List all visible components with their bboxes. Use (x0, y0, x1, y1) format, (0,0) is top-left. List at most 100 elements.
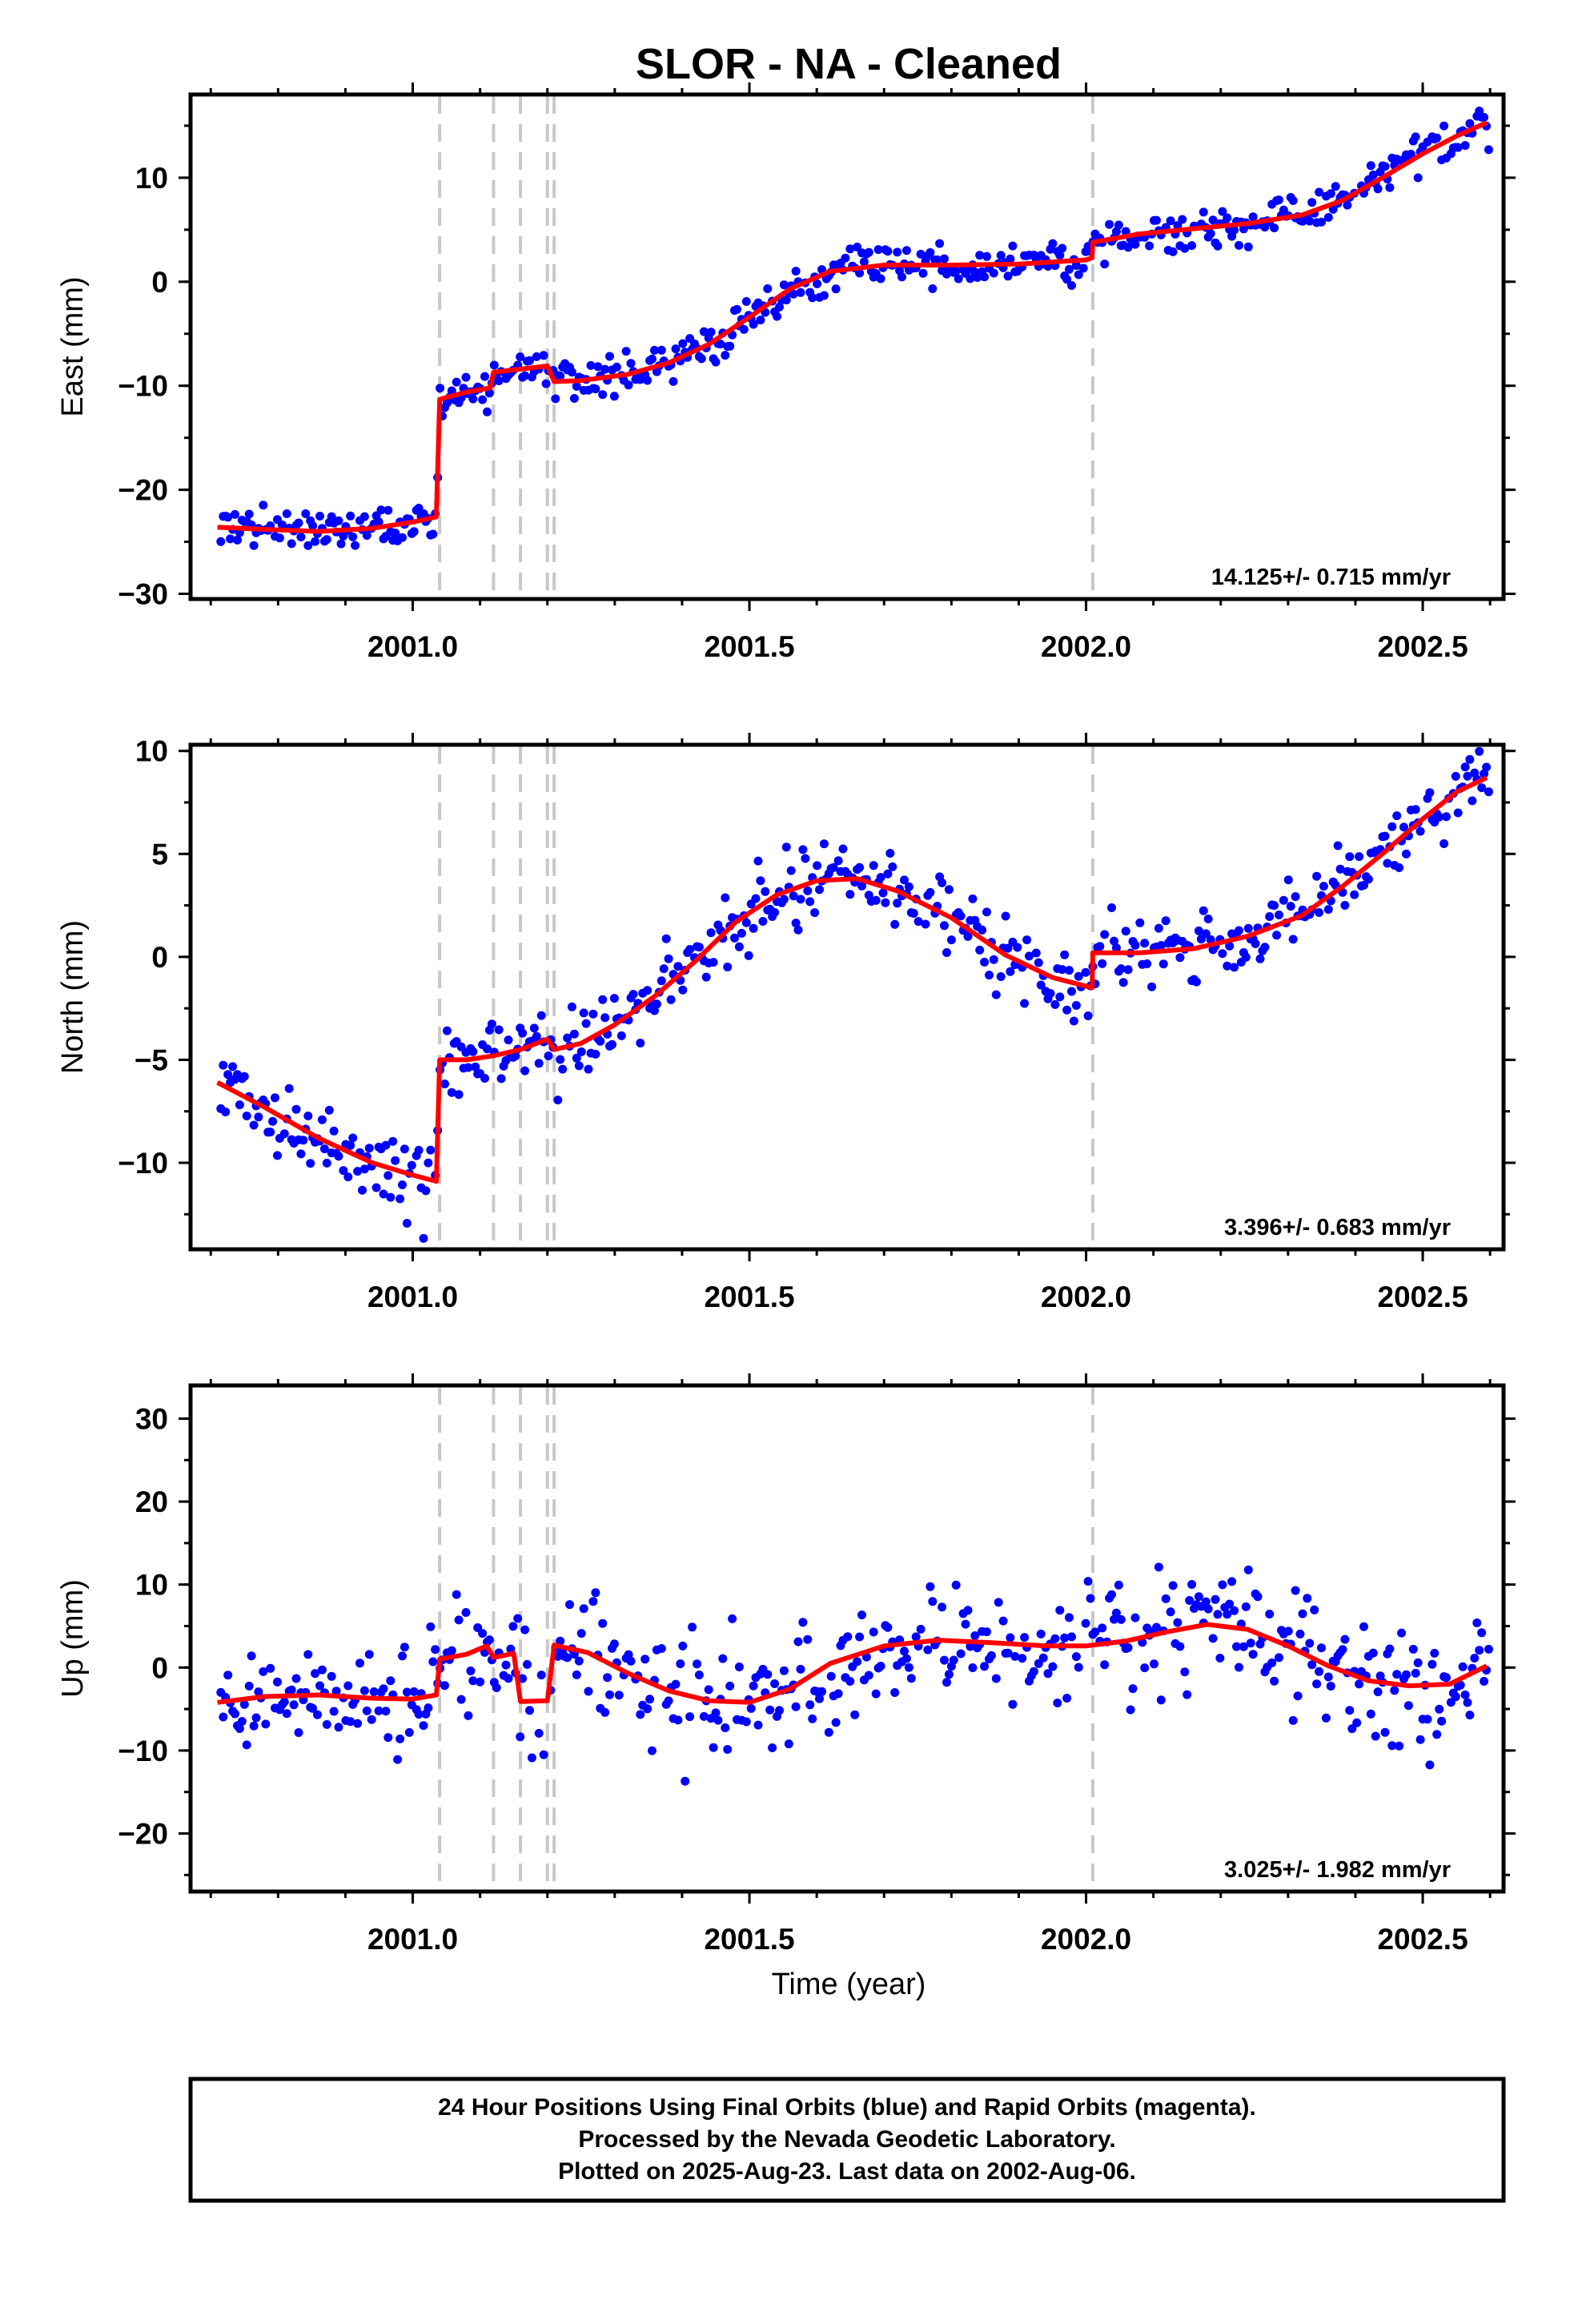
data-point (1116, 1614, 1126, 1624)
data-point (513, 1614, 523, 1623)
data-point (923, 1645, 933, 1655)
data-point (1069, 1016, 1078, 1026)
data-point (781, 296, 791, 305)
data-point (713, 1715, 723, 1725)
data-point (336, 539, 346, 549)
data-point (1067, 987, 1076, 996)
data-point (784, 1739, 793, 1749)
data-point (1235, 1663, 1243, 1672)
data-point (926, 887, 935, 897)
data-point (409, 1687, 419, 1696)
data-point (1020, 999, 1030, 1008)
data-point (353, 1719, 363, 1728)
x-tick-label: 2001.0 (367, 1281, 458, 1313)
data-point (744, 951, 753, 960)
data-point (284, 1084, 294, 1093)
data-point (275, 533, 284, 543)
data-point (933, 255, 942, 264)
data-point (1050, 999, 1060, 1009)
data-point (306, 1159, 315, 1168)
data-point (1460, 141, 1470, 151)
data-point (1397, 1628, 1407, 1638)
data-point (374, 1706, 383, 1715)
data-point (890, 1688, 900, 1697)
data-point (626, 359, 636, 368)
data-point (845, 890, 855, 899)
data-point (1206, 229, 1215, 239)
data-point (1135, 918, 1145, 927)
data-point (1194, 926, 1203, 935)
data-point (1411, 1668, 1420, 1678)
data-point (480, 1074, 489, 1083)
data-point (1340, 1634, 1350, 1644)
data-point (1406, 150, 1415, 159)
data-point (940, 254, 949, 263)
data-point (367, 1715, 376, 1724)
data-point (579, 1008, 588, 1018)
data-point (1235, 240, 1243, 250)
data-point (1425, 1760, 1435, 1770)
y-tick-label: 5 (151, 838, 168, 870)
data-point (351, 541, 360, 550)
data-point (831, 1718, 841, 1727)
data-point (1270, 901, 1279, 911)
data-point (640, 1655, 650, 1664)
data-point (466, 1667, 476, 1675)
data-point (685, 1712, 695, 1722)
data-point (975, 945, 985, 955)
data-point (584, 1687, 593, 1696)
data-point (609, 392, 619, 401)
data-point (843, 1632, 853, 1642)
data-point (386, 1676, 396, 1686)
data-point (1111, 1608, 1121, 1618)
data-point (1345, 1706, 1355, 1715)
data-point (1150, 1659, 1158, 1669)
data-point (1065, 264, 1074, 274)
data-point (681, 1776, 690, 1786)
data-point (299, 1136, 308, 1145)
data-point (1465, 754, 1475, 764)
data-point (1305, 216, 1315, 226)
data-point (730, 933, 739, 943)
data-point (386, 1192, 396, 1202)
data-point (308, 1703, 318, 1713)
data-point (221, 1108, 231, 1116)
data-point (1415, 1735, 1425, 1744)
data-point (661, 934, 671, 943)
data-point (576, 1047, 586, 1056)
data-point (1114, 1580, 1123, 1590)
data-point (845, 1677, 855, 1686)
data-point (419, 1233, 428, 1243)
data-point (1368, 170, 1378, 179)
data-point (805, 1700, 815, 1710)
data-point (409, 527, 419, 537)
data-point (1225, 1599, 1235, 1609)
data-point (251, 1713, 261, 1723)
data-point (1335, 864, 1345, 874)
y-tick-label: −20 (118, 1817, 168, 1850)
data-point (484, 1635, 494, 1645)
data-point (694, 943, 704, 952)
data-point (329, 1126, 339, 1136)
x-tick-label: 2002.0 (1041, 1923, 1131, 1956)
data-point (591, 1049, 600, 1059)
data-point (551, 394, 560, 404)
data-point (1371, 1731, 1380, 1741)
data-point (279, 1129, 289, 1139)
data-point (1158, 959, 1168, 969)
data-point (355, 1659, 364, 1668)
data-point (1435, 1704, 1444, 1714)
panel-frame (188, 742, 1506, 1252)
data-point (359, 1164, 369, 1174)
data-point (1298, 1609, 1307, 1618)
data-point (942, 1678, 951, 1687)
data-point (944, 885, 954, 895)
data-point (1208, 215, 1218, 225)
data-point (396, 1734, 405, 1743)
data-point (928, 284, 938, 293)
data-point (317, 1115, 327, 1124)
data-point (643, 986, 652, 995)
data-point (556, 1055, 565, 1064)
data-point (900, 1647, 909, 1656)
data-point (791, 267, 801, 276)
